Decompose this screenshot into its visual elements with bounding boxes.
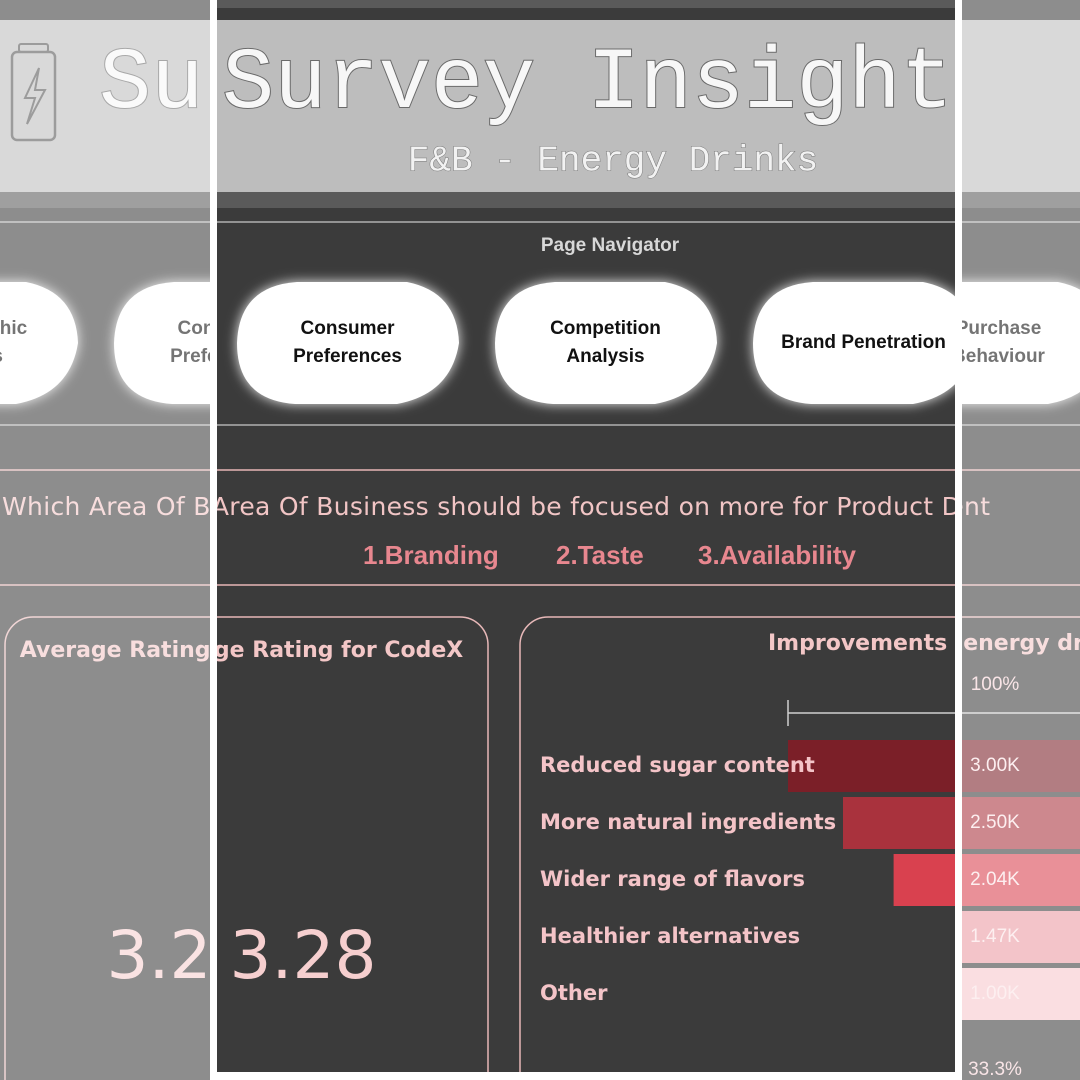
rating-title: Average Rating for CodeX bbox=[143, 638, 464, 663]
funnel-bar bbox=[843, 797, 955, 849]
value-label: 1.47K bbox=[970, 926, 1020, 947]
navigator-title: Page Navigator bbox=[541, 235, 680, 256]
nav-button-label[interactable]: Consumer Preferences bbox=[293, 318, 402, 367]
nav-button-label[interactable]: Competition Analysis bbox=[550, 318, 661, 367]
category-label: Reduced sugar content bbox=[540, 753, 815, 777]
nav-button-label[interactable]: Purchase Behaviour bbox=[952, 318, 1045, 367]
nav-button-label-box: Consumer Preferences bbox=[293, 318, 402, 367]
nav-button-label[interactable]: Brand Penetration bbox=[781, 332, 946, 354]
nav-button-label-box: Competition Analysis bbox=[550, 318, 661, 367]
funnel-bar bbox=[788, 740, 955, 792]
nav-button-label-box: Brand Penetration bbox=[781, 332, 946, 354]
funnel-bar bbox=[893, 854, 955, 906]
rating-value: 3.28 bbox=[230, 917, 377, 994]
nav-button-label[interactable]: Demographic Insights bbox=[0, 318, 28, 367]
funnel-top-label: 100% bbox=[971, 674, 1020, 695]
value-label: 2.50K bbox=[970, 812, 1020, 833]
value-label: 2.04K bbox=[970, 869, 1020, 890]
focus-answer: 1.Branding bbox=[363, 540, 499, 570]
rating-card bbox=[217, 616, 489, 1072]
nav-button[interactable] bbox=[495, 282, 717, 404]
bolt-icon bbox=[23, 67, 47, 125]
value-label: 1.00K bbox=[970, 983, 1020, 1004]
nav-button[interactable] bbox=[0, 282, 78, 404]
nav-button-label-box: Demographic Insights bbox=[0, 318, 28, 367]
header-title: Survey Insights bbox=[222, 36, 1005, 134]
focus-answer: 2.Taste bbox=[556, 540, 644, 570]
chart-title: Improvements desired in energy drinks bbox=[768, 631, 1080, 656]
chart-card bbox=[519, 616, 955, 1072]
header-subtitle: F&B - Energy Drinks bbox=[408, 141, 818, 182]
header-band bbox=[217, 20, 955, 192]
category-label: Wider range of flavors bbox=[540, 867, 805, 891]
nav-button-label-box: Purchase Behaviour bbox=[952, 318, 1045, 367]
can-icon-top bbox=[18, 43, 49, 53]
category-label: Other bbox=[540, 981, 608, 1005]
value-label: 3.00K bbox=[970, 755, 1020, 776]
focus-question: Which Area Of Business should be focused… bbox=[125, 492, 1080, 521]
panel-top bbox=[217, 0, 955, 8]
nav-button[interactable] bbox=[237, 282, 459, 404]
header-shadow bbox=[217, 192, 955, 208]
nav-button[interactable] bbox=[753, 282, 975, 404]
focus-box bbox=[217, 469, 955, 586]
category-label: More natural ingredients bbox=[540, 810, 836, 834]
focus-answer: 3.Availability bbox=[698, 540, 857, 570]
funnel-bottom-label: 33.3% bbox=[968, 1059, 1022, 1080]
category-label: Healthier alternatives bbox=[540, 924, 800, 948]
